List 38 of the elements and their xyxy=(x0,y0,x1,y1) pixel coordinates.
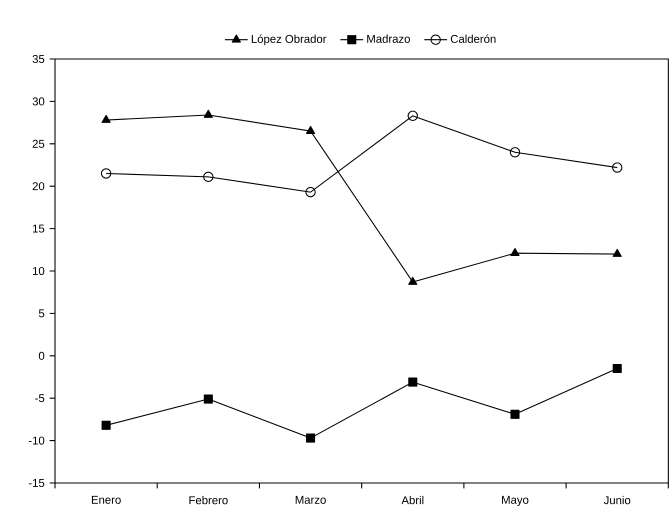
x-tick-label: Enero xyxy=(92,496,121,504)
legend-label: Madrazo xyxy=(367,34,410,43)
y-tick-label: 0 xyxy=(38,352,44,360)
point xyxy=(306,434,316,443)
point xyxy=(305,186,316,198)
legend-label: Calderón xyxy=(450,34,496,43)
point xyxy=(612,162,622,173)
point xyxy=(612,248,622,257)
x-tick-label: Mayo xyxy=(502,496,528,506)
point xyxy=(510,147,520,158)
x-tick-label: Marzo xyxy=(296,496,326,504)
y-tick-label: -15 xyxy=(28,479,44,487)
x-tick-label: Junio xyxy=(604,496,630,504)
legend-label: López Obrador xyxy=(252,34,326,46)
y-tick-label: 20 xyxy=(32,182,44,190)
point xyxy=(100,168,112,179)
y-tick-label: -5 xyxy=(35,394,44,402)
point xyxy=(510,410,520,419)
y-tick-label: 15 xyxy=(32,224,44,233)
x-tick-label: Abril xyxy=(401,496,424,504)
y-tick-label: 35 xyxy=(32,55,44,64)
point xyxy=(102,420,111,430)
y-tick-label: 25 xyxy=(32,140,44,148)
point xyxy=(204,394,213,404)
y-tick-label: 5 xyxy=(38,309,44,318)
point xyxy=(510,248,520,256)
point xyxy=(204,110,213,118)
point xyxy=(102,114,111,123)
y-tick-label: 10 xyxy=(32,266,44,275)
y-tick-label: 30 xyxy=(32,97,44,106)
x-tick-label: Febrero xyxy=(189,496,228,504)
point xyxy=(408,378,418,387)
point xyxy=(612,364,622,374)
point xyxy=(408,276,418,285)
y-tick-label: -10 xyxy=(28,436,44,445)
point xyxy=(306,126,316,134)
point xyxy=(203,172,214,182)
point xyxy=(408,110,418,122)
